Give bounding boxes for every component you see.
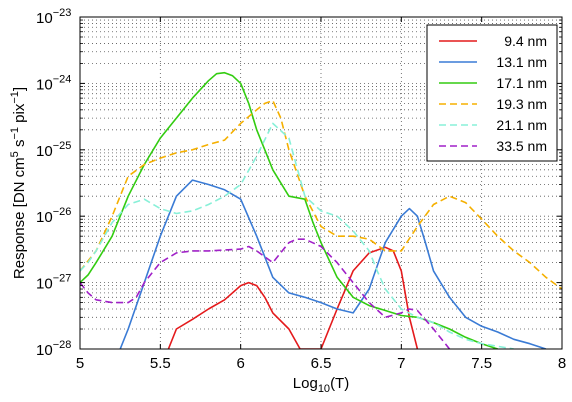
series-line-13-1-nm — [119, 179, 547, 349]
x-tick-label: 5.5 — [150, 355, 171, 372]
series-layer — [80, 71, 562, 349]
y-tick-label: 10−27 — [36, 273, 71, 293]
legend-label-17-1-nm: 17.1 nm — [496, 75, 547, 91]
y-axis-label: Response [DN cm5 s−1 pix−1] — [9, 87, 28, 279]
x-tick-label: 6 — [236, 355, 244, 372]
series-line-9-4-nm — [167, 246, 419, 349]
y-tick-label: 10−28 — [36, 339, 71, 359]
legend-label-9-4-nm: 9.4 nm — [504, 33, 547, 49]
legend-label-13-1-nm: 13.1 nm — [496, 54, 547, 70]
y-tick-label: 10−26 — [36, 206, 71, 226]
legend-label-33-5-nm: 33.5 nm — [496, 138, 547, 154]
legend-label-19-3-nm: 19.3 nm — [496, 96, 547, 112]
x-tick-label: 5 — [76, 355, 84, 372]
x-axis-label: Log10(T) — [293, 375, 349, 395]
series-line-17-1-nm — [80, 71, 498, 349]
legend-label-21-1-nm: 21.1 nm — [496, 117, 547, 133]
x-tick-label: 7 — [397, 355, 405, 372]
series-line-33-5-nm — [80, 238, 451, 349]
x-tick-labels: 5 5.5 6 6.5 7 7.5 8 — [76, 355, 566, 372]
x-tick-label: 7.5 — [471, 355, 492, 372]
y-tick-labels: 10−23 10−24 10−25 10−26 10−27 10−28 — [36, 7, 71, 359]
legend-box — [426, 24, 558, 162]
y-tick-label: 10−23 — [36, 7, 71, 27]
x-tick-label: 6.5 — [311, 355, 332, 372]
y-tick-label: 10−25 — [36, 140, 71, 160]
legend: 9.4 nm 13.1 nm 17.1 nm 19.3 nm 21.1 nm 33.5 n… — [426, 24, 558, 162]
axis-ticks — [79, 16, 563, 350]
x-tick-label: 8 — [558, 355, 566, 372]
y-tick-label: 10−24 — [36, 73, 71, 93]
